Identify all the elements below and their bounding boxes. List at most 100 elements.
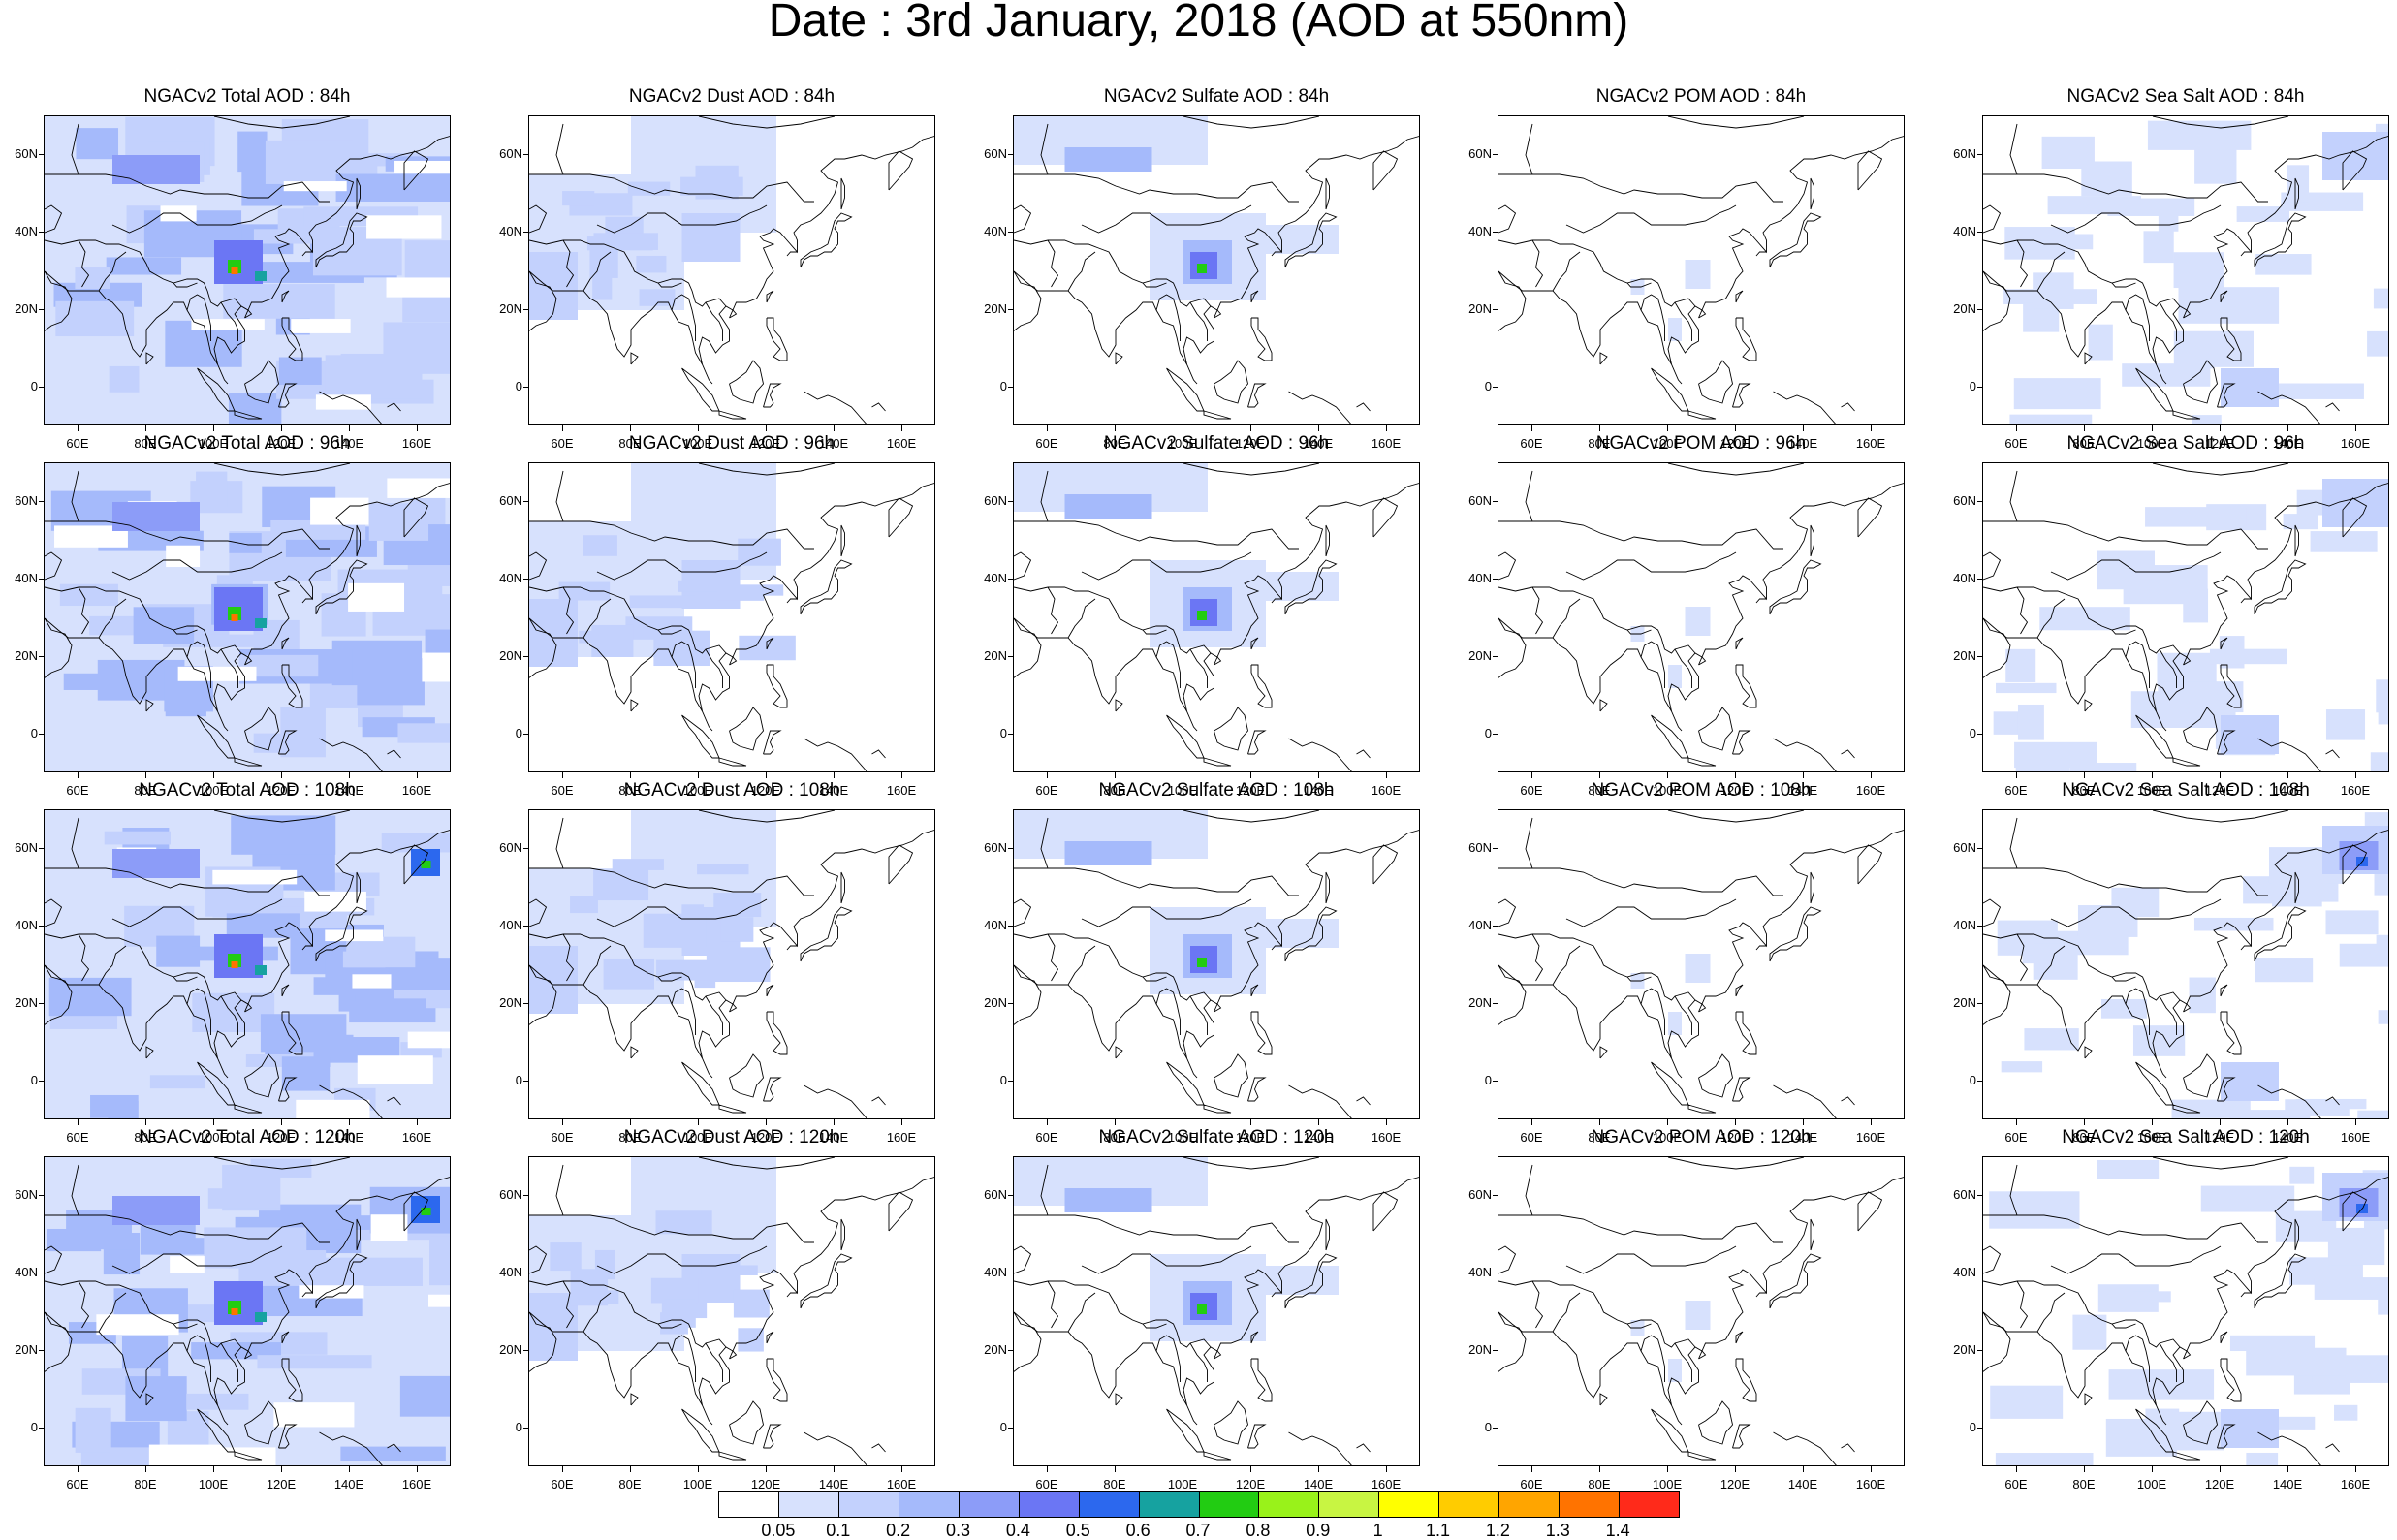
latitude-tick — [1977, 1350, 1982, 1352]
aod-cell — [629, 595, 696, 609]
longitude-label: 140E — [2272, 783, 2303, 798]
colorbar-label: 0.1 — [826, 1521, 851, 1540]
coastline — [1356, 1096, 1371, 1106]
coastline — [2036, 945, 2066, 986]
latitude-label: 0 — [30, 1420, 38, 1434]
longitude-tick — [1318, 772, 1320, 778]
latitude-tick — [1977, 154, 1982, 156]
latitude-tick — [1977, 1003, 1982, 1005]
coastline — [1142, 976, 1167, 982]
coastline — [1687, 757, 1717, 767]
coastline — [1284, 212, 1338, 268]
aod-cell — [738, 538, 781, 566]
coastline — [1081, 204, 1252, 234]
coastline — [2172, 1104, 2201, 1114]
coastline — [213, 1177, 450, 1406]
aod-cell — [678, 580, 727, 592]
coastline — [2135, 1408, 2174, 1453]
coastline — [1531, 933, 1544, 982]
longitude-tick — [1871, 1119, 1873, 1125]
aod-colorbar — [718, 1491, 1680, 1518]
coastline — [1755, 251, 1767, 257]
aod-cell — [529, 252, 578, 320]
latitude-label: 40N — [15, 918, 38, 932]
latitude-tick — [1977, 1428, 1982, 1430]
longitude-label: 60E — [551, 1130, 574, 1145]
longitude-label: 120E — [1719, 436, 1750, 451]
aod-cell — [1668, 665, 1682, 688]
coastline — [244, 1400, 279, 1445]
aod-cell — [2175, 1411, 2224, 1451]
coastline — [1288, 1084, 1352, 1118]
aod-cell — [550, 1242, 582, 1272]
longitude-tick — [562, 1466, 564, 1472]
coastline — [1626, 629, 1652, 635]
coastline — [1983, 520, 2268, 550]
coastline — [1732, 383, 1751, 408]
longitude-tick — [766, 1119, 768, 1125]
latitude-label: 60N — [1468, 493, 1492, 508]
coastline — [1687, 1104, 1717, 1114]
coastline — [2084, 352, 2093, 365]
longitude-tick — [1250, 772, 1252, 778]
aod-cell — [2077, 905, 2138, 937]
aod-cell — [2229, 1110, 2311, 1118]
coastline — [213, 136, 450, 365]
coastline — [766, 1358, 788, 1402]
latitude-label: 20N — [984, 648, 1007, 663]
latitude-tick — [39, 1081, 44, 1083]
panel-title: NGACv2 POM AOD : 120h — [1591, 1127, 1812, 1147]
coastline — [1288, 1431, 1352, 1465]
latitude-label: 20N — [984, 301, 1007, 316]
coastline — [234, 757, 263, 767]
coastline — [1698, 656, 1707, 666]
coastline — [2152, 1177, 2388, 1406]
coastline — [583, 251, 612, 292]
aod-cell — [76, 128, 119, 160]
latitude-tick — [523, 848, 528, 850]
coastline — [1498, 1245, 1517, 1274]
coastline — [1735, 1331, 1744, 1344]
longitude-tick — [1667, 1119, 1669, 1125]
longitude-label: 140E — [333, 783, 364, 798]
latitude-label: 20N — [1953, 995, 1976, 1010]
coastline — [220, 995, 238, 1035]
coastline — [2016, 586, 2029, 635]
aod-cell — [310, 497, 369, 525]
aod-cell — [325, 355, 423, 399]
longitude-label: 100E — [682, 1477, 713, 1492]
coastline — [1651, 1061, 1689, 1106]
aod-cell — [2152, 565, 2208, 591]
coastline — [705, 301, 723, 341]
coastline — [220, 648, 238, 688]
latitude-tick — [39, 1003, 44, 1005]
aod-cell — [655, 1210, 712, 1235]
aod-cell — [223, 284, 335, 319]
aod-cell — [212, 869, 298, 885]
longitude-tick — [1735, 425, 1737, 431]
longitude-label: 140E — [818, 1130, 849, 1145]
coastline — [281, 1331, 290, 1344]
aod-cell — [421, 1208, 431, 1215]
coastline — [387, 402, 401, 412]
longitude-tick — [1531, 1466, 1533, 1472]
coastline — [2152, 116, 2289, 129]
aod-cell — [189, 1447, 276, 1465]
aod-cell — [104, 831, 171, 845]
map-panel: NGACv2 Sea Salt AOD : 108h 60N 40N 20N 0 60E 8… — [1953, 780, 2389, 1145]
aod-cell — [2378, 1010, 2388, 1024]
latitude-label: 20N — [499, 301, 522, 316]
longitude-label: 140E — [2272, 1130, 2303, 1145]
aod-cell — [335, 173, 450, 202]
coastline — [1552, 945, 1581, 986]
colorbar-swatch — [1259, 1492, 1320, 1517]
coastline — [1667, 810, 1805, 823]
longitude-tick — [1047, 425, 1049, 431]
longitude-tick — [1386, 425, 1388, 431]
coastline — [315, 906, 368, 962]
aod-cell — [1197, 1304, 1207, 1314]
longitude-label: 80E — [134, 1477, 157, 1492]
coastline — [2220, 1358, 2242, 1402]
coastline — [1640, 988, 1665, 1035]
coastline — [2254, 559, 2307, 615]
